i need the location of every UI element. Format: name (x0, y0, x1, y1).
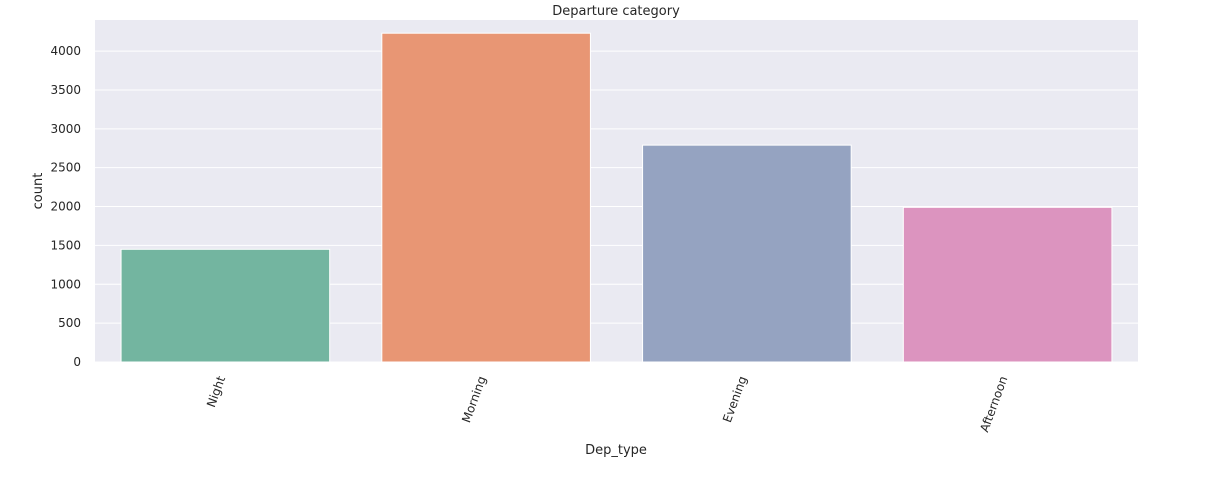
y-tick-label: 2000 (50, 200, 81, 214)
y-tick-label: 3000 (50, 122, 81, 136)
x-tick-label: Evening (720, 374, 750, 424)
bar-morning (381, 32, 591, 363)
bar-afternoon (902, 206, 1113, 363)
y-tick-label: 3500 (50, 83, 81, 97)
x-axis-label: Dep_type (585, 443, 647, 458)
x-tick-label: Afternoon (977, 374, 1010, 434)
bar-night (120, 248, 331, 363)
y-tick-label: 1000 (50, 277, 81, 291)
bar-evening (642, 144, 852, 363)
x-tick-label: Night (204, 374, 228, 409)
y-tick-label: 4000 (50, 44, 81, 58)
y-tick-label: 0 (73, 355, 81, 369)
chart-title: Departure category (552, 4, 680, 19)
y-tick-label: 500 (58, 316, 81, 330)
y-tick-label: 1500 (50, 238, 81, 252)
bars (120, 32, 1113, 363)
y-tick-labels: 0 500 1000 1500 2000 2500 3000 3500 4000 (50, 44, 81, 369)
y-axis-label: count (31, 173, 46, 210)
y-tick-label: 2500 (50, 161, 81, 175)
x-tick-labels: Night Morning Evening Afternoon (204, 374, 1010, 434)
x-tick-label: Morning (459, 374, 489, 424)
